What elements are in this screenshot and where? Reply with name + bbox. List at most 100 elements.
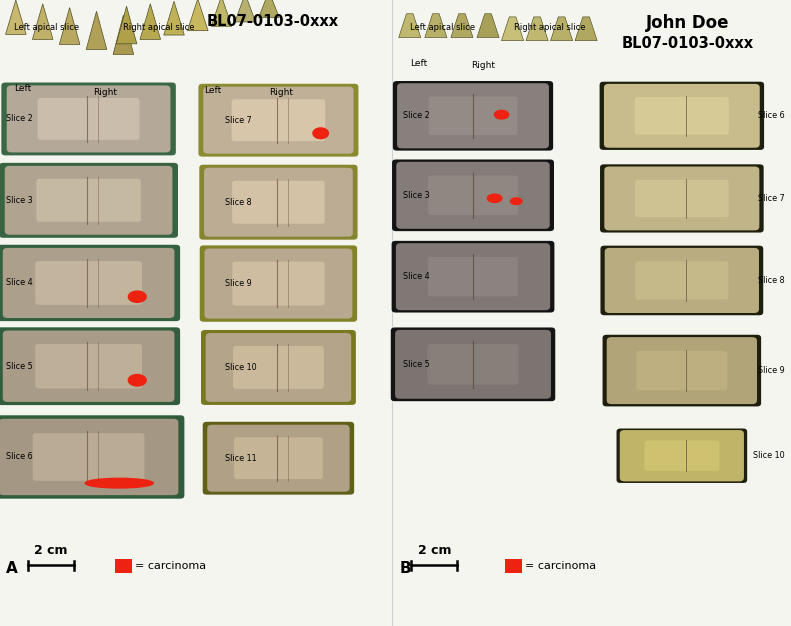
FancyBboxPatch shape xyxy=(635,180,729,217)
FancyBboxPatch shape xyxy=(0,415,184,499)
Ellipse shape xyxy=(494,110,509,119)
FancyBboxPatch shape xyxy=(35,344,142,389)
FancyBboxPatch shape xyxy=(207,145,350,153)
FancyBboxPatch shape xyxy=(10,144,167,151)
FancyBboxPatch shape xyxy=(6,169,16,232)
Ellipse shape xyxy=(313,128,328,138)
Polygon shape xyxy=(32,4,53,39)
Text: Slice 2: Slice 2 xyxy=(6,115,33,123)
Text: Slice 7: Slice 7 xyxy=(758,194,785,203)
Text: Right apical slice: Right apical slice xyxy=(514,23,585,32)
Polygon shape xyxy=(477,14,499,38)
Polygon shape xyxy=(526,17,548,41)
Text: Right: Right xyxy=(93,88,117,97)
Text: John Doe: John Doe xyxy=(646,14,730,32)
FancyBboxPatch shape xyxy=(164,334,172,399)
Ellipse shape xyxy=(487,194,501,202)
Text: Slice 11: Slice 11 xyxy=(225,454,257,463)
Ellipse shape xyxy=(510,198,522,205)
Text: A: A xyxy=(6,561,18,576)
FancyBboxPatch shape xyxy=(342,252,351,316)
Text: = carcinoma: = carcinoma xyxy=(525,561,596,571)
Text: Slice 10: Slice 10 xyxy=(753,451,785,460)
FancyBboxPatch shape xyxy=(607,337,757,404)
FancyBboxPatch shape xyxy=(635,97,729,135)
FancyBboxPatch shape xyxy=(199,165,358,240)
Text: 2 cm: 2 cm xyxy=(34,543,67,557)
FancyBboxPatch shape xyxy=(343,90,352,150)
Polygon shape xyxy=(399,14,421,38)
FancyBboxPatch shape xyxy=(340,336,350,399)
Polygon shape xyxy=(551,17,573,41)
Text: Left: Left xyxy=(410,59,427,68)
Polygon shape xyxy=(113,15,134,54)
FancyBboxPatch shape xyxy=(36,179,141,222)
FancyBboxPatch shape xyxy=(38,98,139,140)
FancyBboxPatch shape xyxy=(3,486,175,494)
FancyBboxPatch shape xyxy=(5,251,14,315)
Polygon shape xyxy=(451,14,473,38)
Text: Slice 3: Slice 3 xyxy=(6,196,33,205)
FancyBboxPatch shape xyxy=(160,88,169,149)
Ellipse shape xyxy=(128,374,146,386)
FancyBboxPatch shape xyxy=(5,334,14,399)
FancyBboxPatch shape xyxy=(207,336,217,399)
FancyBboxPatch shape xyxy=(429,96,517,135)
Text: Slice 5: Slice 5 xyxy=(6,362,33,371)
FancyBboxPatch shape xyxy=(428,257,518,297)
FancyBboxPatch shape xyxy=(35,261,142,305)
FancyBboxPatch shape xyxy=(232,100,325,141)
Text: Left: Left xyxy=(14,85,32,93)
FancyBboxPatch shape xyxy=(8,88,18,149)
FancyBboxPatch shape xyxy=(161,169,171,232)
FancyBboxPatch shape xyxy=(637,351,727,391)
FancyBboxPatch shape xyxy=(32,433,145,481)
FancyBboxPatch shape xyxy=(0,327,180,405)
FancyBboxPatch shape xyxy=(6,85,171,153)
FancyBboxPatch shape xyxy=(210,393,347,401)
Polygon shape xyxy=(259,0,279,18)
FancyBboxPatch shape xyxy=(199,84,358,156)
Text: Slice 5: Slice 5 xyxy=(403,360,430,369)
FancyBboxPatch shape xyxy=(342,171,351,233)
FancyBboxPatch shape xyxy=(1,422,10,492)
FancyBboxPatch shape xyxy=(392,160,554,231)
Bar xyxy=(505,559,522,573)
Text: B: B xyxy=(399,561,411,576)
Text: Left: Left xyxy=(204,86,221,95)
FancyBboxPatch shape xyxy=(202,422,354,495)
FancyBboxPatch shape xyxy=(396,330,551,399)
FancyBboxPatch shape xyxy=(168,422,177,492)
Text: Right apical slice: Right apical slice xyxy=(123,23,194,32)
Text: = carcinoma: = carcinoma xyxy=(135,561,206,571)
FancyBboxPatch shape xyxy=(604,248,759,313)
FancyBboxPatch shape xyxy=(0,163,178,238)
Polygon shape xyxy=(187,0,208,31)
FancyBboxPatch shape xyxy=(206,252,215,316)
FancyBboxPatch shape xyxy=(209,428,218,488)
FancyBboxPatch shape xyxy=(392,241,554,312)
Polygon shape xyxy=(59,8,80,44)
Bar xyxy=(115,559,132,573)
FancyBboxPatch shape xyxy=(201,330,356,405)
Polygon shape xyxy=(6,0,26,34)
FancyBboxPatch shape xyxy=(0,419,179,495)
Polygon shape xyxy=(211,0,232,26)
Text: Slice 9: Slice 9 xyxy=(758,366,785,375)
FancyBboxPatch shape xyxy=(206,171,215,233)
FancyBboxPatch shape xyxy=(604,84,759,148)
Polygon shape xyxy=(235,0,255,22)
FancyBboxPatch shape xyxy=(204,168,353,237)
FancyBboxPatch shape xyxy=(2,83,176,155)
FancyBboxPatch shape xyxy=(600,82,764,150)
Polygon shape xyxy=(575,17,597,41)
FancyBboxPatch shape xyxy=(208,310,348,317)
Text: Slice 6: Slice 6 xyxy=(758,111,785,120)
Text: Left apical slice: Left apical slice xyxy=(14,23,79,32)
FancyBboxPatch shape xyxy=(339,428,348,488)
FancyBboxPatch shape xyxy=(396,162,550,229)
Ellipse shape xyxy=(85,478,153,488)
FancyBboxPatch shape xyxy=(393,81,553,151)
Text: Right: Right xyxy=(471,61,494,70)
Polygon shape xyxy=(116,6,137,44)
